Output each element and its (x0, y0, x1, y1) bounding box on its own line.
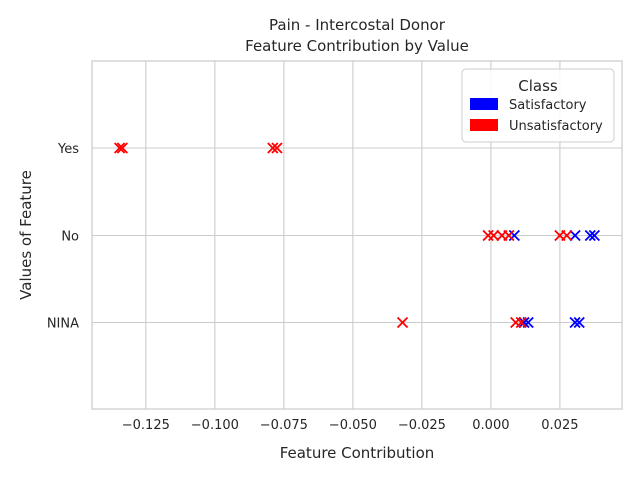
legend-label-satisfactory: Satisfactory (509, 98, 587, 113)
point-unsatisfactory (113, 142, 126, 154)
legend-label-unsatisfactory: Unsatisfactory (509, 119, 603, 134)
point-unsatisfactory (267, 142, 279, 154)
point-unsatisfactory (271, 142, 283, 154)
x-tick-label: −0.100 (191, 418, 239, 433)
x-axis-title: Feature Contribution (280, 444, 435, 462)
x-axis-ticks: −0.125 −0.100 −0.075 −0.050 −0.025 0.000 0.025 (122, 418, 579, 433)
legend-swatch-unsatisfactory (470, 119, 498, 131)
x-tick-label: −0.025 (398, 418, 446, 433)
point-satisfactory (588, 229, 601, 242)
point-unsatisfactory (488, 229, 500, 242)
x-tick-label: −0.050 (329, 418, 377, 433)
point-satisfactory (569, 316, 581, 329)
x-tick-label: −0.075 (260, 418, 308, 433)
legend-swatch-satisfactory (470, 98, 498, 110)
chart-title-line1: Pain - Intercostal Donor (269, 16, 446, 34)
point-satisfactory (584, 229, 596, 242)
y-axis-ticks: Yes No NINA (47, 142, 79, 332)
point-satisfactory (573, 316, 585, 329)
data-points (113, 142, 601, 329)
point-satisfactory (569, 229, 581, 242)
point-unsatisfactory (396, 316, 409, 329)
legend-title: Class (518, 77, 558, 95)
x-tick-label: 0.000 (472, 418, 509, 433)
plot-frame (91, 60, 623, 410)
legend-frame (461, 68, 615, 143)
point-unsatisfactory (561, 229, 573, 242)
point-unsatisfactory (503, 229, 515, 242)
point-satisfactory (518, 316, 530, 329)
y-tick-label: NINA (47, 317, 79, 332)
x-tick-label: −0.125 (122, 418, 170, 433)
legend: Class Satisfactory Unsatisfactory (461, 68, 615, 143)
point-unsatisfactory (116, 142, 129, 154)
y-tick-label: Yes (57, 142, 79, 157)
point-unsatisfactory (515, 316, 527, 329)
x-tick-label: 0.025 (541, 418, 578, 433)
chart-title-line2: Feature Contribution by Value (245, 37, 469, 55)
y-axis-title: Values of Feature (17, 170, 35, 300)
y-tick-label: No (61, 230, 79, 245)
